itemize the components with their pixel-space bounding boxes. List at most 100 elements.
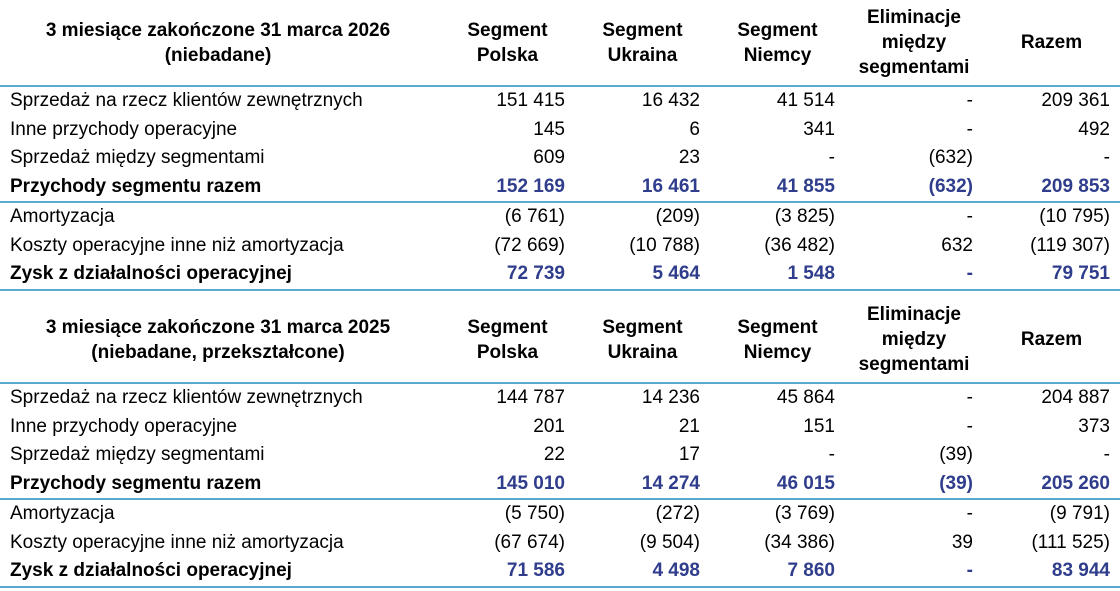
table-header-row: 3 miesiące zakończone 31 marca 2026 (nieb…: [0, 0, 1120, 87]
row-label: Inne przychody operacyjne: [10, 118, 238, 140]
segment-table-2025: 3 miesiące zakończone 31 marca 2025 (nieb…: [0, 297, 1120, 588]
cell-value: (39): [939, 444, 973, 465]
operating-profit-row: Zysk z działalności operacyjnej 72 739 5…: [0, 260, 1120, 291]
cell-value: 39: [951, 531, 973, 553]
cell-value: (3 769): [774, 503, 835, 524]
row-label: Przychody segmentu razem: [0, 172, 440, 203]
row-label: Zysk z działalności operacyjnej: [0, 557, 440, 588]
col-header-niemcy: Segment Niemcy: [710, 297, 845, 384]
cell-value: 5 464: [575, 260, 710, 291]
row-label: Sprzedaż na rzecz klientów zewnętrznych: [10, 387, 363, 408]
cell-value: -: [828, 444, 835, 465]
cell-value: 41 855: [710, 172, 845, 203]
cell-value: (3 825): [774, 206, 835, 227]
row-label: Koszty operacyjne inne niż amortyzacja: [10, 234, 344, 256]
cell-value: 151: [803, 415, 835, 437]
row-label: Koszty operacyjne inne niż amortyzacja: [10, 531, 344, 553]
cell-value: (67 674): [494, 531, 565, 553]
col-header-eliminacje: Eliminacje między segmentami: [845, 297, 983, 384]
cell-value: 14 274: [575, 469, 710, 500]
cell-value: 632: [941, 234, 973, 256]
cell-value: (209): [655, 206, 700, 227]
cell-value: 209 361: [1041, 90, 1110, 111]
table-row: Koszty operacyjne inne niż amortyzacja (…: [0, 529, 1120, 558]
cell-value: 41 514: [776, 90, 835, 111]
col-header-ukraina: Segment Ukraina: [575, 297, 710, 384]
cell-value: (111 525): [1031, 531, 1110, 553]
cell-value: 373: [1078, 415, 1110, 437]
table-row: Amortyzacja (5 750) (272) (3 769) - (9 7…: [0, 499, 1120, 529]
cell-value: 6: [689, 118, 700, 140]
cell-value: (34 386): [764, 531, 835, 553]
table-row: Koszty operacyjne inne niż amortyzacja (…: [0, 232, 1120, 261]
cell-value: (632): [928, 147, 973, 168]
col-header-polska: Segment Polska: [440, 0, 575, 87]
cell-value: 209 853: [983, 172, 1120, 203]
cell-value: -: [828, 147, 835, 168]
cell-value: -: [1103, 444, 1110, 465]
cell-value: 152 169: [440, 172, 575, 203]
cell-value: -: [966, 387, 973, 408]
cell-value: (9 504): [639, 531, 700, 553]
row-label: Sprzedaż między segmentami: [10, 147, 265, 168]
cell-value: -: [966, 118, 973, 140]
row-label: Amortyzacja: [10, 206, 115, 227]
cell-value: 71 586: [440, 557, 575, 588]
row-label: Amortyzacja: [10, 503, 115, 524]
col-header-niemcy: Segment Niemcy: [710, 0, 845, 87]
col-header-razem: Razem: [983, 297, 1120, 384]
cell-value: -: [966, 90, 973, 111]
period-title-line2: (niebadane, przekształcone): [91, 341, 345, 363]
cell-value: 45 864: [776, 387, 835, 408]
period-title: 3 miesiące zakończone 31 marca 2026 (nieb…: [0, 0, 440, 87]
cell-value: 79 751: [983, 260, 1120, 291]
cell-value: -: [966, 503, 973, 524]
cell-value: (6 761): [504, 206, 565, 227]
segment-table-2026: 3 miesiące zakończone 31 marca 2026 (nieb…: [0, 0, 1120, 291]
table-row: Sprzedaż między segmentami 22 17 - (39) …: [0, 441, 1120, 470]
cell-value: (272): [655, 503, 700, 524]
table-row: Sprzedaż na rzecz klientów zewnętrznych …: [0, 86, 1120, 116]
cell-value: 145: [533, 118, 565, 140]
col-header-razem: Razem: [983, 0, 1120, 87]
cell-value: 22: [543, 444, 565, 465]
row-label: Sprzedaż między segmentami: [10, 444, 265, 465]
cell-value: 609: [533, 147, 565, 168]
cell-value: -: [845, 260, 983, 291]
cell-value: (39): [845, 469, 983, 500]
cell-value: (9 791): [1049, 503, 1110, 524]
row-label: Inne przychody operacyjne: [10, 415, 238, 437]
period-title: 3 miesiące zakończone 31 marca 2025 (nieb…: [0, 297, 440, 384]
cell-value: 492: [1078, 118, 1110, 140]
col-header-ukraina: Segment Ukraina: [575, 0, 710, 87]
cell-value: (72 669): [494, 234, 565, 256]
cell-value: 151 415: [496, 90, 565, 111]
cell-value: 23: [678, 147, 700, 168]
table-row: Sprzedaż między segmentami 609 23 - (632…: [0, 144, 1120, 173]
cell-value: 341: [803, 118, 835, 140]
col-header-polska: Segment Polska: [440, 297, 575, 384]
table-row: Inne przychody operacyjne 201 21 151 - 3…: [0, 413, 1120, 442]
cell-value: -: [1103, 147, 1110, 168]
cell-value: 145 010: [440, 469, 575, 500]
row-label: Sprzedaż na rzecz klientów zewnętrznych: [10, 90, 363, 111]
table-row: Inne przychody operacyjne 145 6 341 - 49…: [0, 116, 1120, 145]
cell-value: 4 498: [575, 557, 710, 588]
cell-value: 7 860: [710, 557, 845, 588]
table-row: Amortyzacja (6 761) (209) (3 825) - (10 …: [0, 202, 1120, 232]
period-title-line1: 3 miesiące zakończone 31 marca 2026: [45, 19, 391, 41]
cell-value: 21: [678, 415, 700, 437]
col-header-eliminacje: Eliminacje między segmentami: [845, 0, 983, 87]
cell-value: 1 548: [710, 260, 845, 291]
cell-value: (10 788): [629, 234, 700, 256]
cell-value: 16 461: [575, 172, 710, 203]
cell-value: (632): [845, 172, 983, 203]
period-title-line2: (niebadane): [164, 44, 272, 66]
operating-profit-row: Zysk z działalności operacyjnej 71 586 4…: [0, 557, 1120, 588]
row-label: Przychody segmentu razem: [0, 469, 440, 500]
cell-value: -: [966, 415, 973, 437]
cell-value: -: [845, 557, 983, 588]
total-row: Przychody segmentu razem 152 169 16 461 …: [0, 172, 1120, 203]
total-row: Przychody segmentu razem 145 010 14 274 …: [0, 469, 1120, 500]
